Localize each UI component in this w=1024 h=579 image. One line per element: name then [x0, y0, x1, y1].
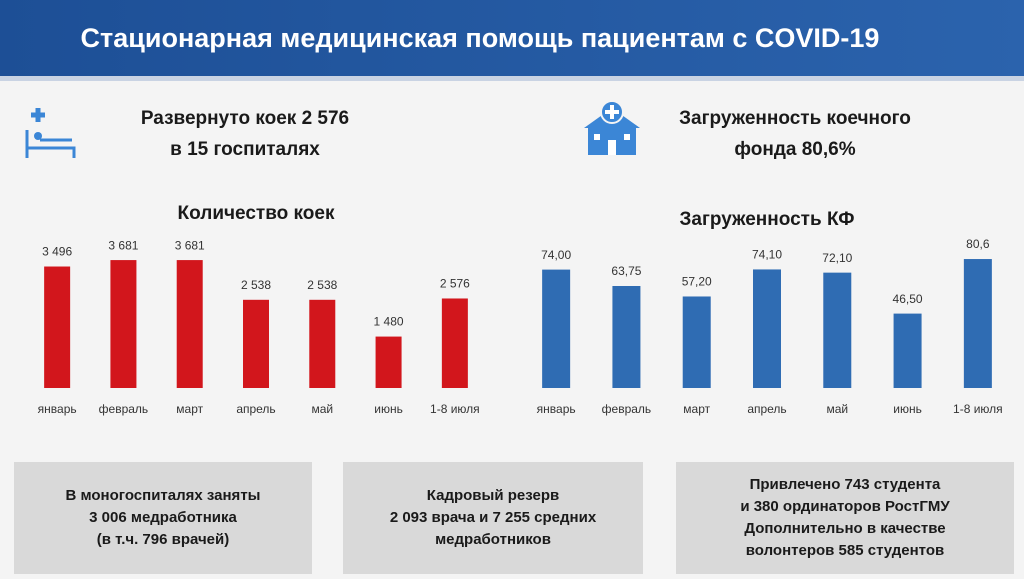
bar — [753, 269, 781, 388]
box-line: медработников — [435, 531, 551, 548]
value-label: 63,75 — [611, 264, 641, 278]
x-tick-label: 1-8 июля — [430, 402, 480, 416]
header-bar — [0, 0, 1024, 76]
value-label: 3 496 — [42, 245, 72, 259]
bar — [176, 260, 203, 388]
bar — [823, 272, 852, 388]
header-rule — [0, 76, 1024, 81]
x-tick-label: май — [311, 402, 333, 416]
bar — [243, 299, 269, 388]
chart-title: Загруженность КФ — [679, 209, 854, 230]
box-line: 2 093 врача и 7 255 средних — [390, 509, 597, 526]
x-tick-label: январь — [38, 402, 77, 416]
value-label: 72,10 — [822, 251, 852, 265]
x-tick-label: март — [176, 402, 203, 416]
box — [14, 462, 312, 574]
value-label: 2 538 — [241, 278, 271, 292]
chart-title: Количество коек — [178, 203, 335, 224]
x-tick-label: январь — [537, 402, 576, 416]
x-tick-label: 1-8 июля — [953, 402, 1003, 416]
x-tick-label: март — [683, 402, 710, 416]
value-label: 74,00 — [541, 248, 571, 262]
value-label: 80,6 — [966, 237, 990, 251]
box-line: В моногоспиталях заняты — [66, 487, 261, 504]
bar — [375, 336, 402, 388]
value-label: 2 538 — [307, 278, 337, 292]
box-line: и 380 ординаторов РостГМУ — [740, 498, 950, 515]
info-line: фонда 80,6% — [734, 139, 855, 160]
box — [676, 462, 1014, 574]
bar — [542, 269, 571, 388]
bar — [893, 313, 922, 388]
bar — [441, 298, 468, 388]
x-tick-label: апрель — [747, 402, 786, 416]
value-label: 2 576 — [440, 277, 470, 291]
info-line: Развернуто коек 2 576 — [141, 108, 349, 129]
bar — [44, 266, 71, 388]
x-tick-label: июнь — [374, 402, 403, 416]
hospital-icon — [584, 100, 640, 155]
x-tick-label: февраль — [602, 402, 652, 416]
header-title: Стационарная медицинская помощь пациента… — [81, 23, 880, 53]
bar — [612, 286, 641, 388]
value-label: 46,50 — [893, 292, 923, 306]
value-label: 3 681 — [108, 238, 138, 252]
box-line: 3 006 медработника — [89, 509, 237, 526]
value-label: 74,10 — [752, 248, 782, 262]
x-tick-label: июнь — [893, 402, 922, 416]
info-line: в 15 госпиталях — [170, 139, 320, 160]
box-line: Привлечено 743 студента — [750, 476, 941, 493]
x-tick-label: апрель — [236, 402, 275, 416]
box — [343, 462, 643, 574]
value-label: 57,20 — [682, 275, 712, 289]
bar — [682, 296, 711, 388]
value-label: 1 480 — [374, 315, 404, 329]
x-tick-label: май — [826, 402, 848, 416]
box-line: (в т.ч. 796 врачей) — [97, 531, 229, 548]
box-line: Дополнительно в качестве — [744, 520, 945, 537]
x-tick-label: февраль — [99, 402, 149, 416]
box-line: Кадровый резерв — [427, 487, 559, 504]
bar — [963, 259, 992, 388]
info-line: Загруженность коечного — [679, 108, 911, 129]
box-line: волонтеров 585 студентов — [746, 542, 944, 559]
bar — [309, 299, 336, 388]
bar — [110, 260, 137, 388]
value-label: 3 681 — [175, 238, 205, 252]
bed-icon — [25, 108, 76, 158]
